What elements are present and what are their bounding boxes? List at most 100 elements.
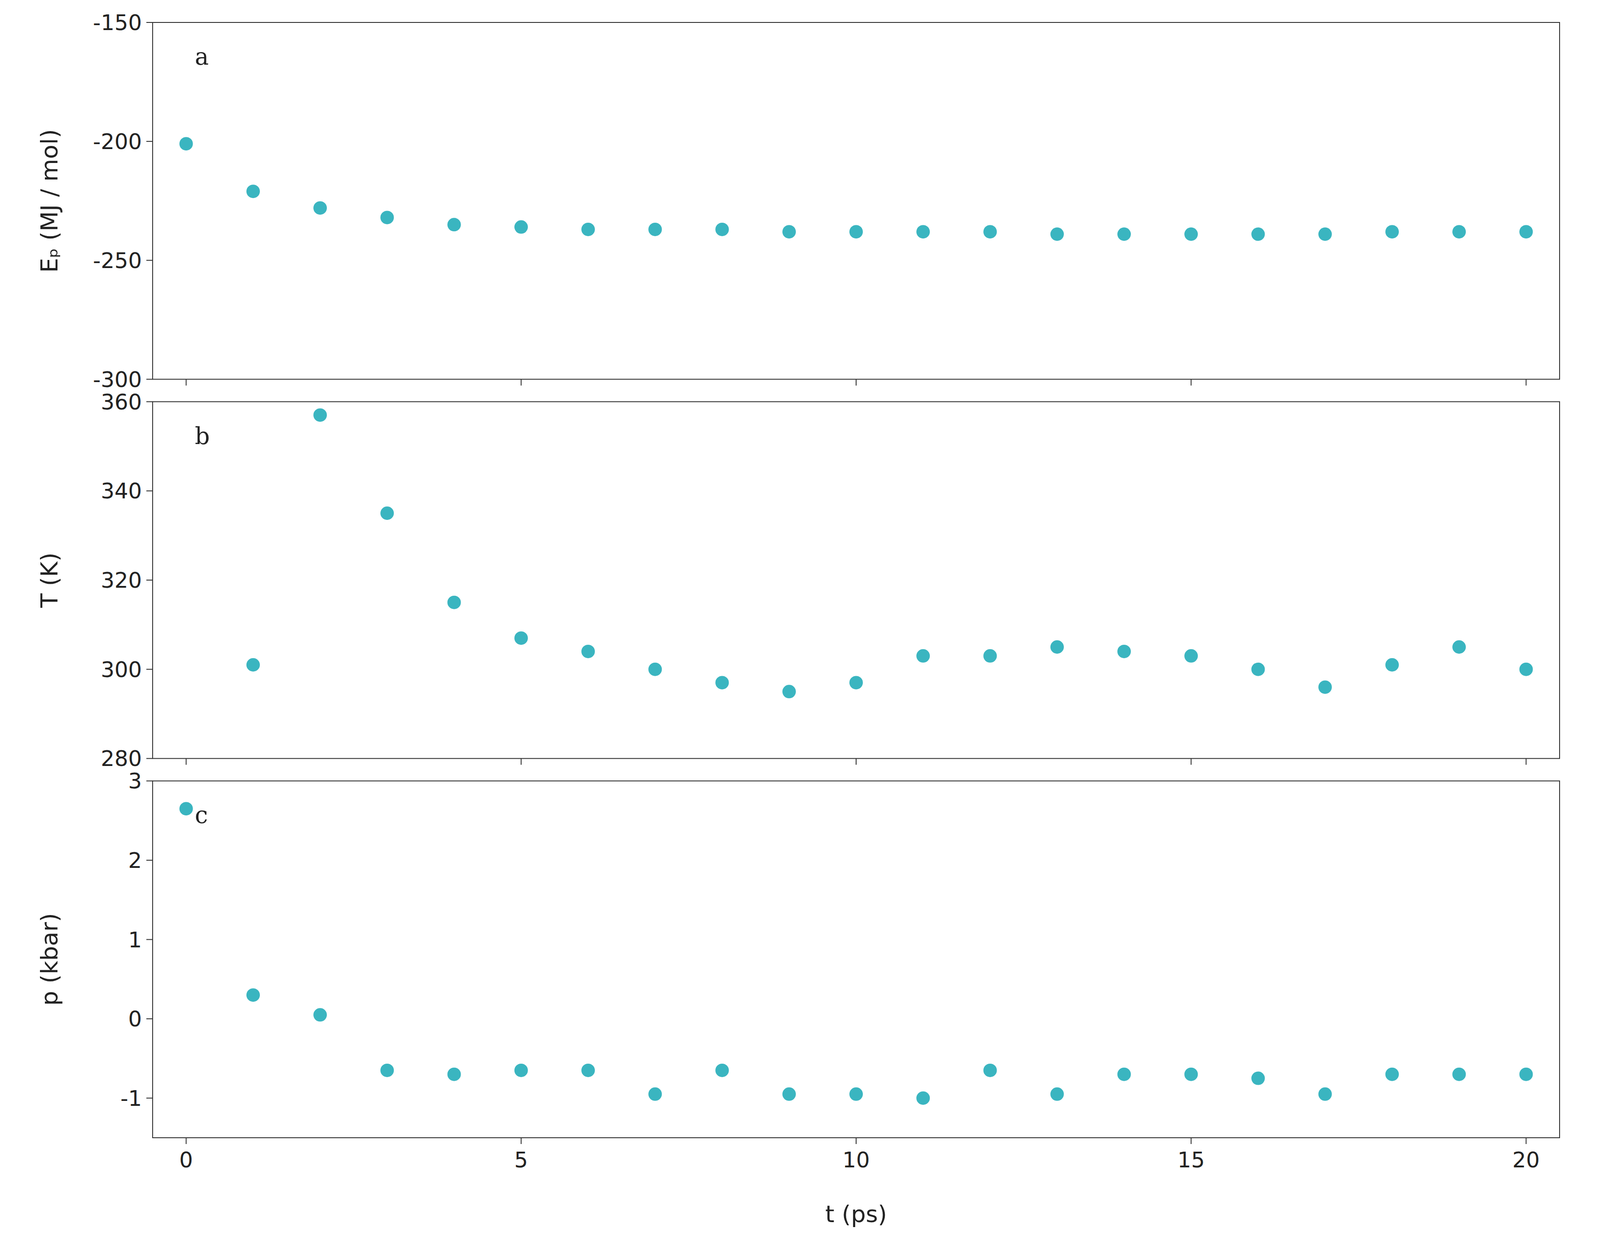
y-tick-label: 340 (100, 478, 142, 504)
y-tick (146, 140, 153, 142)
x-tick (1190, 379, 1192, 386)
point (983, 1063, 997, 1077)
point (782, 684, 796, 699)
point (715, 1063, 730, 1077)
y-tick (146, 668, 153, 670)
x-tick-label: 0 (179, 1147, 194, 1173)
y-tick (146, 757, 153, 759)
y-tick (146, 490, 153, 492)
point (1385, 224, 1399, 239)
panel-label: a (194, 43, 209, 71)
point (1452, 1067, 1466, 1082)
point (246, 184, 260, 198)
panel-label: c (194, 801, 208, 829)
point (648, 222, 662, 237)
x-tick (1525, 1137, 1527, 1144)
point (1519, 662, 1533, 677)
y-tick (146, 939, 153, 941)
point (1050, 227, 1064, 242)
y-tick-label: 0 (127, 1006, 142, 1032)
y-tick (146, 21, 153, 23)
point (849, 1087, 863, 1101)
point (1117, 1067, 1131, 1082)
x-axis-label: t (ps) (825, 1200, 888, 1228)
point (313, 1007, 327, 1022)
y-tick (146, 780, 153, 782)
x-tick (855, 758, 857, 765)
x-tick (1525, 379, 1527, 386)
x-tick (520, 1137, 522, 1144)
point (916, 649, 930, 663)
y-tick (146, 259, 153, 261)
x-tick (1190, 758, 1192, 765)
point (179, 801, 194, 816)
point (246, 988, 260, 1002)
x-tick (855, 1137, 857, 1144)
x-tick (185, 1137, 187, 1144)
y-tick-label: 3 (127, 768, 142, 794)
y-tick-label: 300 (100, 656, 142, 682)
x-tick (520, 758, 522, 765)
point (648, 1087, 662, 1101)
y-tick-label: -1 (120, 1085, 142, 1111)
point (1184, 649, 1198, 663)
x-tick-label: 10 (842, 1147, 870, 1173)
point (849, 675, 863, 690)
point (514, 1063, 528, 1077)
point (1385, 1067, 1399, 1082)
y-tick-label: 2 (127, 847, 142, 873)
point (715, 222, 730, 237)
x-tick-label: 5 (514, 1147, 529, 1173)
y-tick-label: -250 (92, 247, 142, 273)
point (1519, 1067, 1533, 1082)
point (581, 644, 595, 659)
point (1251, 227, 1265, 242)
y-axis-label: p (kbar) (35, 912, 63, 1006)
y-tick-label: 360 (100, 389, 142, 415)
y-tick-label: -200 (92, 128, 142, 154)
page: {"chart_data": [ {"type": "scatter", "yl… (0, 0, 1600, 1241)
point (447, 1067, 462, 1082)
plot-frame (152, 780, 1560, 1138)
x-tick (1525, 758, 1527, 765)
point (447, 595, 462, 610)
point (916, 224, 930, 239)
point (1117, 644, 1131, 659)
point (380, 506, 394, 520)
point (514, 631, 528, 645)
panel-label: b (194, 422, 210, 450)
y-tick (146, 1018, 153, 1020)
y-tick (146, 859, 153, 861)
points (179, 801, 1534, 1105)
x-tick (1190, 1137, 1192, 1144)
point (246, 658, 260, 672)
x-tick-label: 15 (1177, 1147, 1205, 1173)
point (1050, 640, 1064, 654)
y-axis-label: Eₚ (MJ / mol) (35, 128, 63, 273)
point (581, 1063, 595, 1077)
x-tick (520, 379, 522, 386)
point (715, 675, 730, 690)
x-tick (185, 758, 187, 765)
y-tick (146, 378, 153, 380)
y-tick-label: 1 (127, 927, 142, 953)
point (648, 662, 662, 677)
point (1519, 224, 1533, 239)
y-tick (146, 401, 153, 403)
panel: 280300320340360T (K)b (35, 389, 1560, 772)
point (916, 1091, 930, 1105)
point (380, 1063, 394, 1077)
point (1251, 1071, 1265, 1086)
point (1117, 227, 1131, 242)
plot-frame (152, 22, 1560, 380)
point (447, 217, 462, 232)
x-tick (185, 379, 187, 386)
point (514, 220, 528, 234)
x-tick (855, 379, 857, 386)
point (179, 136, 194, 151)
x-tick-label: 20 (1512, 1147, 1540, 1173)
point (983, 649, 997, 663)
point (1318, 680, 1332, 694)
y-tick-label: 280 (100, 745, 142, 771)
point (983, 224, 997, 239)
